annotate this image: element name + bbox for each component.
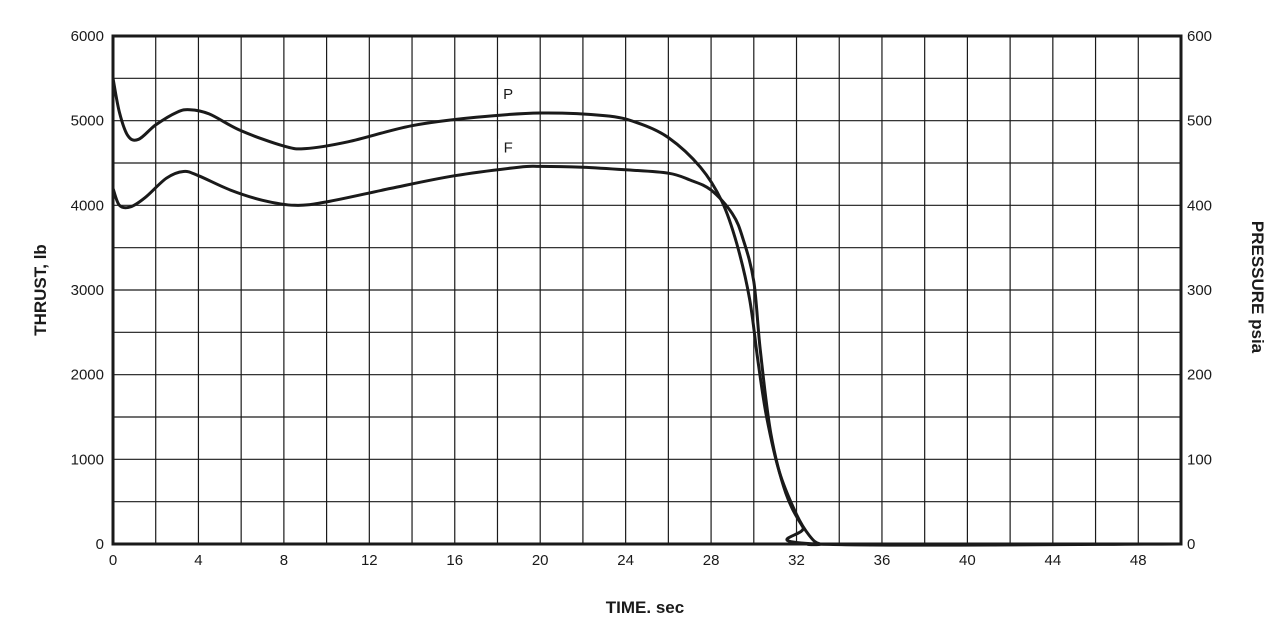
y-tick-label-right: 100 [1187, 451, 1212, 468]
y-tick-label-left: 0 [96, 536, 104, 553]
curves [111, 76, 1183, 547]
y-tick-label-right: 400 [1187, 197, 1212, 214]
y-tick-label-left: 5000 [71, 113, 104, 130]
y-tick-label-left: 6000 [71, 28, 104, 45]
x-tick-label: 4 [194, 552, 202, 569]
x-tick-label: 12 [361, 552, 378, 569]
series-label-p: P [503, 86, 513, 103]
y-tick-label-left: 3000 [71, 282, 104, 299]
tick-labels: 0 4 8 12 16 20 24 28 32 36 40 44 4801000200030004000… [71, 28, 1212, 569]
x-tick-label: 44 [1044, 552, 1061, 569]
x-tick-label: 24 [617, 552, 634, 569]
series-labels: PF [498, 85, 519, 158]
y-tick-label-right: 300 [1187, 282, 1212, 299]
series-label-background [498, 138, 519, 158]
series-label-background [498, 85, 519, 105]
y-tick-label-left: 1000 [71, 451, 104, 468]
plot-frame [111, 34, 1183, 546]
y-tick-label-right: 0 [1187, 536, 1195, 553]
x-tick-label: 16 [446, 552, 463, 569]
y-tick-label-left: 2000 [71, 367, 104, 384]
series-line-f [111, 164, 1183, 547]
x-tick-label: 8 [280, 552, 288, 569]
x-tick-label: 32 [788, 552, 805, 569]
y-tick-label-left: 4000 [71, 197, 104, 214]
y-axis-title-left: THRUST, lb [31, 244, 50, 336]
y-tick-label-right: 500 [1187, 113, 1212, 130]
y-tick-label-right: 200 [1187, 367, 1212, 384]
y-axis-title-right: PRESSURE psia [1248, 221, 1267, 354]
x-tick-label: 36 [874, 552, 891, 569]
series-label-f: F [504, 140, 513, 157]
x-tick-label: 48 [1130, 552, 1147, 569]
x-tick-label: 0 [109, 552, 117, 569]
grid [113, 36, 1181, 544]
series-line-p [111, 76, 1183, 547]
x-tick-label: 28 [703, 552, 720, 569]
x-tick-label: 40 [959, 552, 976, 569]
x-axis-title: TIME. sec [606, 598, 684, 617]
x-tick-label: 20 [532, 552, 549, 569]
y-tick-label-right: 600 [1187, 28, 1212, 45]
